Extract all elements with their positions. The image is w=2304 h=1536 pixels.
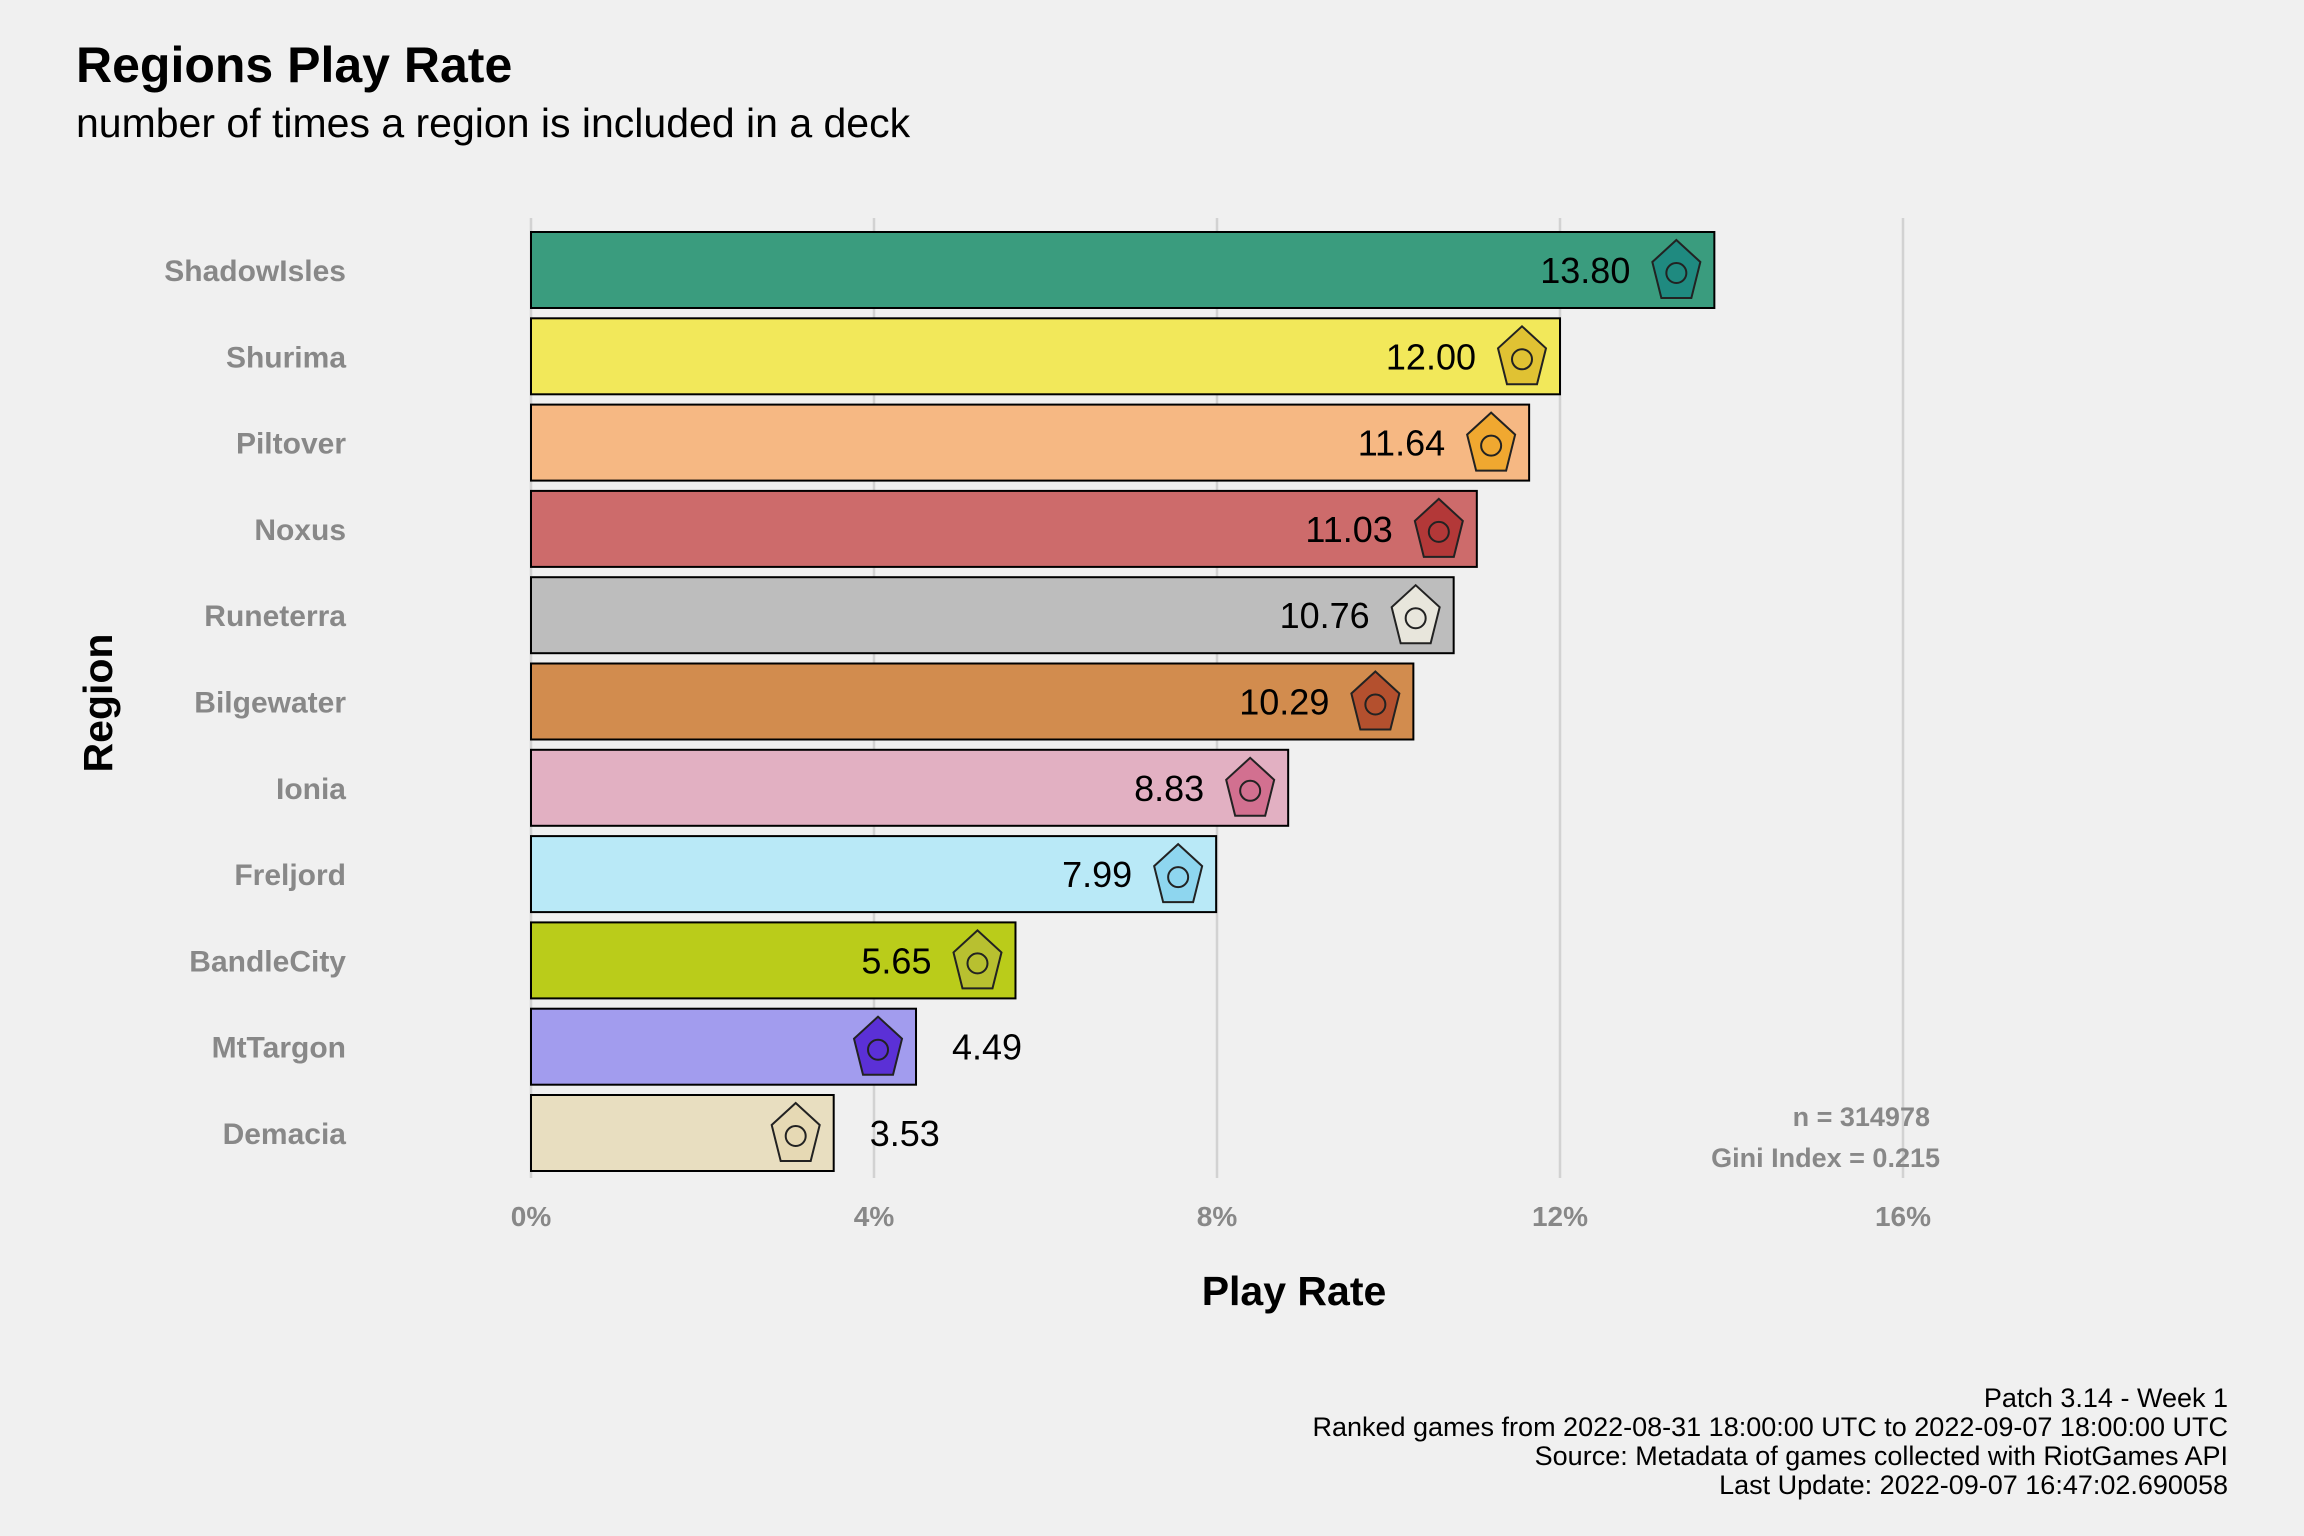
value-label-mttargon: 4.49 xyxy=(952,1027,1022,1068)
gini-annotation: Gini Index = 0.215 xyxy=(1711,1143,1940,1173)
y-tick-label-shurima: Shurima xyxy=(226,341,346,374)
chart-subtitle: number of times a region is included in … xyxy=(76,100,911,146)
y-tick-label-shadowisles: ShadowIsles xyxy=(164,255,346,288)
x-tick-label: 4% xyxy=(854,1201,895,1232)
bar-piltover xyxy=(530,403,1531,482)
runeterra-icon xyxy=(1390,583,1441,645)
x-tick-label: 12% xyxy=(1532,1201,1588,1232)
y-tick-label-bandlecity: BandleCity xyxy=(189,945,346,978)
value-label-demacia: 3.53 xyxy=(870,1113,940,1154)
bar-shurima xyxy=(530,317,1561,396)
y-axis-title: Region xyxy=(75,634,121,773)
n-annotation: n = 314978 xyxy=(1793,1102,1930,1132)
mt-targon-icon xyxy=(852,1015,904,1076)
chart-title: Regions Play Rate xyxy=(76,37,513,93)
bar-bandlecity xyxy=(530,921,1017,1000)
y-tick-label-bilgewater: Bilgewater xyxy=(194,687,346,720)
y-tick-label-ionia: Ionia xyxy=(276,773,346,806)
caption-patch: Patch 3.14 - Week 1 xyxy=(1983,1383,2228,1413)
value-label-piltover: 11.64 xyxy=(1358,423,1445,464)
bandle-city-icon xyxy=(952,929,1003,990)
shurima-icon xyxy=(1496,324,1548,386)
bar-runeterra xyxy=(530,576,1455,655)
bar-bilgewater xyxy=(530,662,1415,741)
bars: 13.80 12.00 11.64 11.03 10.76 10.29 8.83 7.99 5.… xyxy=(530,231,1716,1172)
caption-source: Source: Metadata of games collected with… xyxy=(1534,1441,2228,1471)
y-tick-label-noxus: Noxus xyxy=(254,514,346,547)
value-label-runeterra: 10.76 xyxy=(1280,595,1370,636)
bar-freljord xyxy=(530,835,1218,914)
bar-shadowisles xyxy=(530,231,1716,309)
caption: Patch 3.14 - Week 1 Ranked games from 20… xyxy=(1312,1384,2228,1500)
bar-mttargon xyxy=(530,1007,918,1086)
value-label-bilgewater: 10.29 xyxy=(1239,682,1329,723)
bar-noxus xyxy=(530,489,1478,568)
ionia-icon xyxy=(1225,756,1276,817)
value-label-noxus: 11.03 xyxy=(1305,509,1392,550)
demacia-icon xyxy=(770,1101,821,1162)
x-axis-title: Play Rate xyxy=(1202,1268,1387,1314)
value-label-bandlecity: 5.65 xyxy=(861,940,931,981)
shadow-isles-icon xyxy=(1651,238,1702,299)
bilgewater-icon xyxy=(1350,670,1401,731)
value-label-shurima: 12.00 xyxy=(1386,336,1476,377)
value-label-shadowisles: 13.80 xyxy=(1540,250,1630,291)
y-tick-labels: ShadowIsles Shurima Piltover Noxus Runeterra… xyxy=(164,255,346,1151)
bar-ionia xyxy=(530,748,1290,827)
y-tick-label-demacia: Demacia xyxy=(223,1118,347,1151)
y-tick-label-piltover: Piltover xyxy=(236,428,346,461)
x-tick-label: 16% xyxy=(1875,1201,1931,1232)
y-tick-label-runeterra: Runeterra xyxy=(204,600,346,633)
caption-range: Ranked games from 2022-08-31 18:00:00 UT… xyxy=(1312,1412,2228,1442)
x-tick-label: 0% xyxy=(511,1201,552,1232)
value-label-freljord: 7.99 xyxy=(1062,854,1132,895)
caption-updated: Last Update: 2022-09-07 16:47:02.690058 xyxy=(1719,1470,2228,1500)
freljord-icon xyxy=(1153,842,1204,904)
y-tick-label-freljord: Freljord xyxy=(234,859,346,892)
noxus-icon xyxy=(1413,497,1464,558)
piltover-icon xyxy=(1466,411,1517,472)
value-label-ionia: 8.83 xyxy=(1134,768,1204,809)
x-tick-label: 8% xyxy=(1197,1201,1238,1232)
x-tick-labels: 0% 4% 8% 12% 16% xyxy=(511,1201,1931,1232)
y-tick-label-mttargon: MtTargon xyxy=(212,1032,346,1065)
